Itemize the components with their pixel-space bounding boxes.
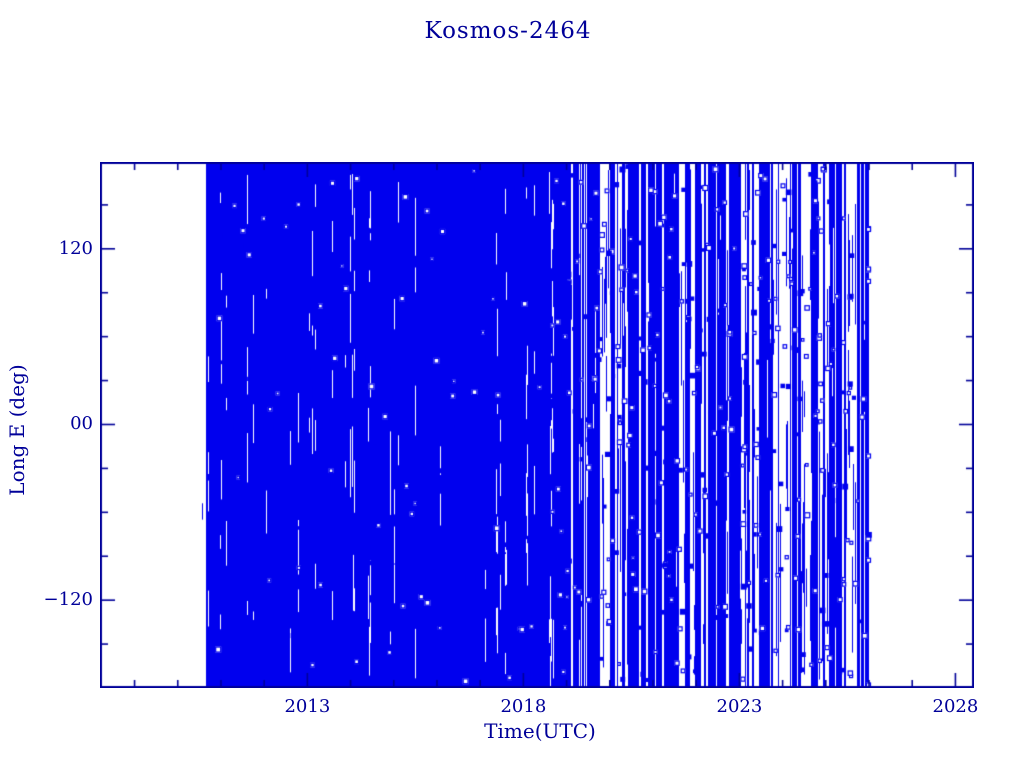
x-tick-label-2018: 2018 xyxy=(500,696,547,717)
x-tick-label-2023: 2023 xyxy=(716,696,763,717)
x-tick-label-2028: 2028 xyxy=(932,696,979,717)
y-tick-label-120: 120 xyxy=(58,237,93,259)
y-axis-label: Long E (deg) xyxy=(5,364,29,496)
y-tick-label-00: 00 xyxy=(70,413,93,435)
chart-title: Kosmos-2464 xyxy=(424,18,592,44)
x-axis-label: Time(UTC) xyxy=(484,719,596,743)
x-tick-label-2013: 2013 xyxy=(284,696,331,717)
plot-area-canvas xyxy=(100,162,974,688)
y-tick-label-−120: −120 xyxy=(43,589,93,611)
